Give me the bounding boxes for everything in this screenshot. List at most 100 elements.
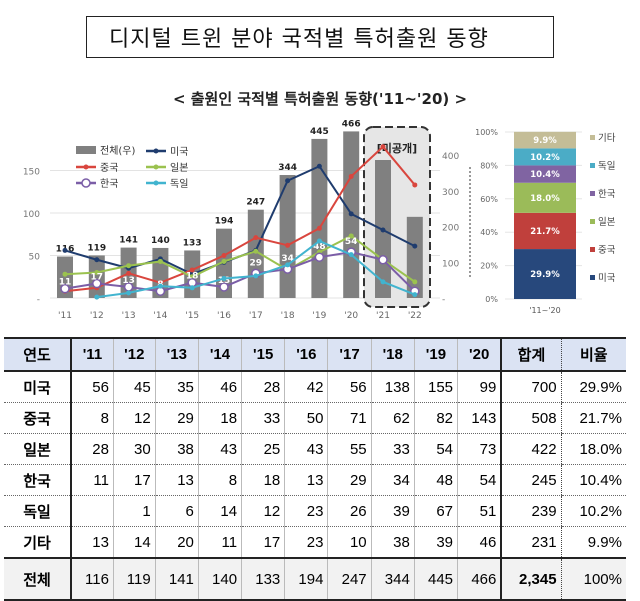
left-axis-tick: 100 — [23, 210, 40, 220]
line-point — [189, 285, 195, 291]
left-axis-tick: - — [37, 295, 40, 305]
data-table: 연도 '11'12'13'14'15'16'17'18'19'20 합계 비율 미국 5… — [4, 337, 626, 601]
row-label: 전체 — [4, 557, 72, 601]
line-point — [94, 257, 100, 263]
total-bar-label: 140 — [151, 236, 170, 246]
table-cell: 1 — [112, 495, 156, 527]
table-cell: 43 — [284, 433, 328, 465]
table-cell: 33 — [241, 402, 285, 434]
korea-point — [314, 252, 325, 262]
total-row: 전체 116 119 141 140 133 194 247 344 445 466 2,345 100… — [4, 557, 626, 601]
x-axis-tick: '18 — [281, 311, 295, 321]
korea-data-label: 18 — [186, 272, 199, 282]
stack-segment — [514, 148, 576, 166]
table-cell: 11 — [197, 526, 242, 559]
table-cell: 12 — [241, 495, 285, 527]
korea-data-label: 29 — [250, 258, 263, 268]
table-cell: 50 — [284, 402, 328, 434]
table-cell: 35 — [154, 371, 199, 403]
legend-label: 독일 — [170, 178, 188, 190]
x-axis-tick: '16 — [217, 311, 231, 321]
legend-label: 일본 — [170, 162, 188, 174]
table-cell: 71 — [327, 402, 372, 434]
total-bar-label: 466 — [342, 119, 361, 129]
line-point — [253, 235, 259, 241]
table-cell: 119 — [112, 557, 156, 601]
share-chart: 0% 20% 40% 60% 80% 100% 29.9% 미국 21.7% 중국 18.0% 일본 1… — [469, 128, 616, 315]
table-cell: 6 — [154, 495, 199, 527]
main-chart: -50100150-100200300400[미공개]1161191411401… — [23, 119, 460, 321]
line-point — [253, 248, 259, 254]
table-cell: 445 — [413, 557, 458, 601]
table-cell: 8 — [197, 464, 242, 496]
x-axis-tick: '20 — [344, 311, 358, 321]
table-row: 미국 56 45 35 46 28 42 56 138 155 99 700 29.9% — [4, 371, 626, 403]
table-cell: 29 — [327, 464, 372, 496]
right-axis-tick: 100 — [442, 259, 459, 269]
line-point — [126, 270, 132, 276]
line-point — [348, 252, 354, 258]
line-point — [94, 294, 100, 300]
x-axis-tick: '21 — [376, 311, 390, 321]
table-cell: 18 — [197, 402, 242, 434]
x-axis-tick: '11~'20 — [529, 306, 560, 315]
line-point — [380, 227, 386, 233]
column-header: '12 — [112, 337, 156, 372]
table-cell: 56 — [70, 371, 114, 403]
column-header: '19 — [413, 337, 458, 372]
table-cell: 25 — [241, 433, 285, 465]
table-cell: 38 — [154, 433, 199, 465]
left-axis-tick: 150 — [23, 168, 40, 178]
x-axis-tick: '13 — [122, 311, 136, 321]
column-header: '20 — [457, 337, 502, 372]
legend-label: 중국 — [100, 162, 118, 174]
total-bar-label: 194 — [215, 217, 234, 227]
table-cell: 43 — [197, 433, 242, 465]
table-cell: 23 — [284, 495, 328, 527]
table-cell: 46 — [457, 526, 502, 559]
line-point — [412, 292, 418, 298]
legend-label: 중국 — [598, 245, 616, 256]
line-point — [316, 238, 322, 244]
table-cell: 700 — [500, 371, 562, 403]
row-label: 한국 — [4, 464, 72, 496]
y-axis-tick: 60% — [480, 195, 498, 204]
row-label: 기타 — [4, 526, 72, 559]
line-point — [412, 182, 418, 188]
table-cell: 143 — [457, 402, 502, 434]
left-axis-tick: 50 — [29, 253, 41, 263]
line-point — [412, 279, 418, 285]
table-row: 기타 13 14 20 11 17 23 10 38 39 46 231 9.9% — [4, 526, 626, 559]
row-label: 미국 — [4, 371, 72, 403]
table-cell: 18.0% — [560, 433, 626, 465]
right-axis-tick: 400 — [442, 152, 459, 162]
legend-label: 미국 — [598, 273, 616, 284]
legend-label: 한국 — [598, 189, 616, 200]
line-point — [221, 275, 227, 281]
table-cell: 46 — [197, 371, 242, 403]
table-cell: 28 — [70, 433, 114, 465]
table-cell: 245 — [500, 464, 562, 496]
line-point — [126, 263, 132, 269]
korea-data-label: 13 — [122, 276, 135, 286]
y-axis-tick: 40% — [480, 228, 498, 237]
table-cell: 100% — [560, 557, 626, 601]
table-cell: 56 — [327, 371, 372, 403]
line-point — [94, 270, 100, 275]
legend-label: 전체(우) — [100, 145, 136, 157]
table-cell: 344 — [370, 557, 415, 601]
table-cell — [70, 495, 114, 527]
legend-label: 기타 — [598, 133, 616, 144]
line-point — [221, 258, 227, 264]
table-cell: 239 — [500, 495, 562, 527]
column-header: '13 — [154, 337, 199, 372]
legend-swatch — [590, 163, 595, 168]
table-cell: 33 — [370, 433, 415, 465]
page-title: 디지털 트윈 분야 국적별 특허출원 동향 — [86, 16, 554, 58]
column-header: '17 — [327, 337, 372, 372]
table-cell: 247 — [327, 557, 372, 601]
stack-segment-label: 29.9% — [530, 270, 560, 280]
chart-title: < 출원인 국적별 특허출원 동향('11~'20) > — [172, 90, 468, 108]
table-cell: 30 — [112, 433, 156, 465]
table-cell: 140 — [197, 557, 242, 601]
